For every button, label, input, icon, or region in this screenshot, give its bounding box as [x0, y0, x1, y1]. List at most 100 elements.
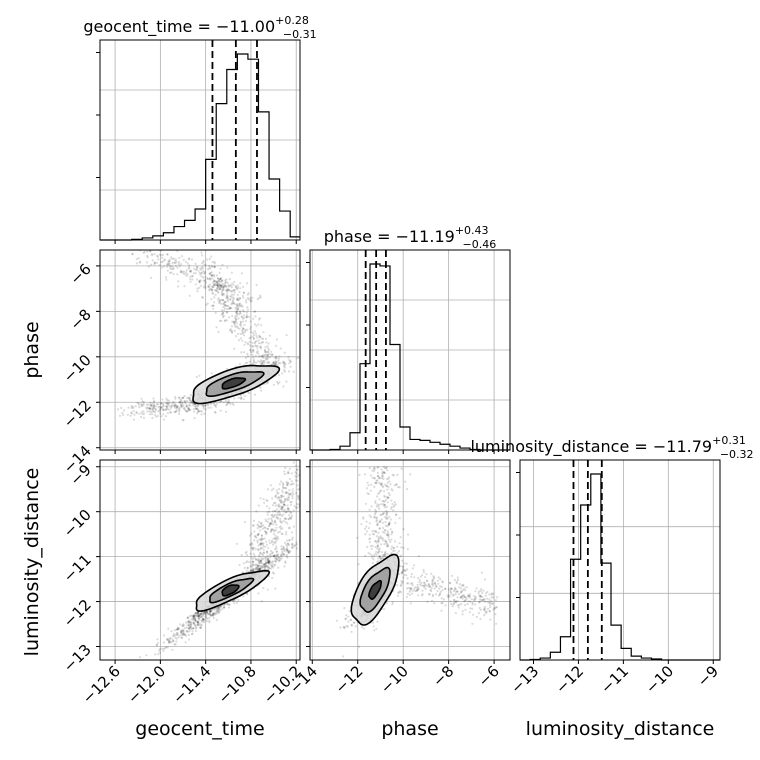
- sample-point: [207, 286, 210, 289]
- sample-point: [210, 264, 213, 267]
- sample-point: [146, 410, 149, 413]
- sample-point: [174, 636, 177, 639]
- sample-point: [171, 648, 174, 651]
- sample-point: [485, 610, 488, 613]
- sample-point: [286, 547, 289, 550]
- sample-point: [399, 565, 402, 568]
- sample-point: [198, 280, 201, 284]
- sample-point: [162, 641, 165, 644]
- sample-point: [178, 406, 181, 409]
- sample-point: [182, 419, 185, 422]
- sample-point: [169, 636, 172, 639]
- sample-point: [223, 319, 226, 323]
- sample-point: [378, 555, 381, 558]
- sample-point: [454, 612, 457, 615]
- sample-point: [342, 626, 345, 629]
- sample-point: [199, 614, 202, 617]
- sample-point: [386, 552, 389, 556]
- sample-point: [274, 560, 277, 563]
- sample-point: [218, 278, 221, 281]
- sample-point: [228, 306, 231, 309]
- sample-point: [151, 406, 154, 409]
- sample-point: [189, 399, 192, 402]
- sample-point: [170, 271, 173, 274]
- sample-point: [387, 523, 390, 526]
- sample-point: [264, 526, 267, 529]
- sample-point: [492, 592, 495, 595]
- sample-point: [242, 595, 245, 598]
- sample-point: [433, 602, 436, 605]
- density-contour: [221, 584, 240, 597]
- sample-point: [364, 554, 367, 557]
- sample-point: [378, 476, 381, 479]
- sample-point: [175, 628, 178, 631]
- sample-point: [202, 611, 205, 615]
- sample-point: [215, 612, 218, 615]
- sample-point: [255, 566, 258, 570]
- sample-point: [268, 524, 271, 527]
- sample-point: [295, 472, 299, 475]
- sample-point: [203, 612, 206, 615]
- sample-point: [438, 593, 441, 596]
- sample-point: [385, 516, 388, 519]
- sample-point: [219, 299, 222, 302]
- sample-point: [235, 322, 238, 325]
- sample-point: [149, 404, 152, 407]
- sample-point: [204, 276, 207, 279]
- sample-point: [184, 273, 187, 276]
- sample-point: [201, 296, 204, 299]
- sample-point: [374, 545, 377, 549]
- sample-point: [258, 525, 261, 528]
- sample-point: [194, 262, 197, 265]
- sample-point: [381, 539, 384, 542]
- sample-point: [187, 408, 190, 411]
- sample-point: [160, 415, 163, 418]
- sample-point: [222, 401, 225, 404]
- sample-point: [170, 267, 173, 271]
- sample-point: [225, 319, 229, 322]
- sample-point: [387, 492, 390, 495]
- sample-point: [349, 618, 352, 622]
- sample-point: [259, 551, 262, 554]
- sample-point: [249, 542, 252, 546]
- sample-point: [208, 612, 211, 615]
- sample-point: [268, 542, 271, 545]
- sample-point: [249, 325, 252, 329]
- sample-point: [289, 365, 292, 368]
- sample-point: [347, 615, 350, 618]
- sample-point: [151, 408, 154, 411]
- sample-point: [222, 285, 226, 288]
- sample-point: [380, 489, 383, 492]
- sample-point: [168, 262, 171, 265]
- sample-point: [490, 592, 493, 595]
- sample-point: [231, 299, 234, 302]
- sample-point: [260, 565, 263, 568]
- sample-point: [173, 405, 176, 408]
- sample-point: [495, 622, 498, 625]
- sample-point: [189, 408, 192, 411]
- sample-point: [203, 271, 206, 275]
- sample-point: [372, 516, 375, 519]
- panel-luminosity-distance-hist: −13 −12 −11 −10 −9 luminosity_distance = −11…: [470, 434, 753, 697]
- sample-point: [249, 552, 252, 555]
- sample-point: [362, 516, 365, 519]
- sample-point: [251, 345, 254, 348]
- sample-point: [212, 616, 215, 620]
- sample-point: [395, 513, 398, 516]
- sample-point: [427, 583, 430, 586]
- sample-point: [380, 518, 383, 521]
- sample-point: [247, 298, 250, 301]
- sample-point: [263, 551, 266, 555]
- sample-point: [378, 520, 381, 524]
- sample-point: [272, 566, 275, 569]
- sample-point: [236, 326, 239, 329]
- sample-point: [185, 404, 188, 407]
- sample-point: [345, 624, 348, 628]
- sample-point: [272, 504, 275, 507]
- sample-point: [253, 530, 256, 533]
- sample-point: [178, 623, 182, 626]
- sample-point: [282, 503, 286, 506]
- sample-point: [265, 531, 268, 535]
- sample-point: [212, 612, 215, 616]
- sample-point: [274, 360, 277, 363]
